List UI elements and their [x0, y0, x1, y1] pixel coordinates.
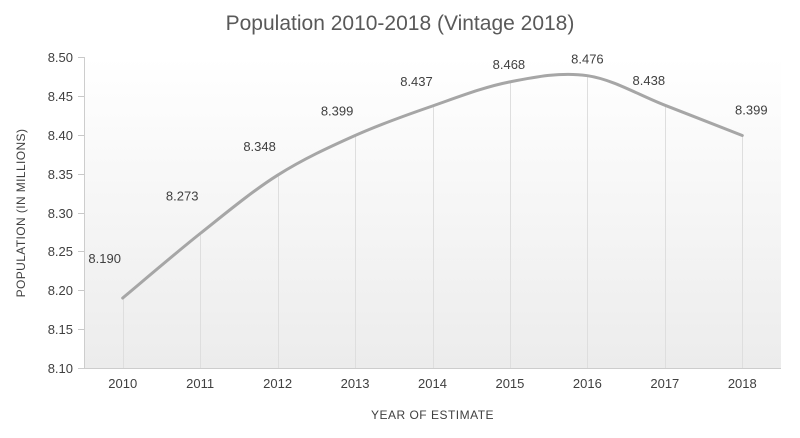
data-point-label: 8.438	[633, 73, 666, 88]
y-tick-label: 8.25	[48, 244, 73, 259]
y-tick-label: 8.15	[48, 322, 73, 337]
chart-title: Population 2010-2018 (Vintage 2018)	[225, 12, 575, 35]
y-tick-label: 8.10	[48, 361, 73, 376]
series-line	[121, 72, 744, 300]
y-tick-label: 8.40	[48, 128, 73, 143]
x-tick-label: 2016	[573, 376, 602, 391]
x-tick-label: 2013	[341, 376, 370, 391]
plot-area	[84, 57, 781, 368]
x-tick-label: 2012	[263, 376, 292, 391]
data-point-label: 8.190	[88, 251, 121, 266]
data-point-label: 8.399	[735, 103, 768, 118]
data-point-label: 8.468	[493, 57, 526, 72]
x-tick-label: 2014	[418, 376, 447, 391]
x-tick-label: 2017	[650, 376, 679, 391]
x-tick-label: 2018	[728, 376, 757, 391]
y-tick-label: 8.35	[48, 167, 73, 182]
x-axis-title: YEAR OF ESTIMATE	[370, 408, 495, 422]
y-tick-label: 8.50	[48, 50, 73, 65]
x-tick-label: 2011	[186, 376, 214, 391]
data-point-label: 8.348	[243, 139, 276, 154]
data-point-label: 8.273	[166, 189, 199, 204]
y-tick-label: 8.45	[48, 89, 73, 104]
x-tick-label: 2015	[495, 376, 524, 391]
data-point-label: 8.476	[571, 52, 604, 67]
data-point-label: 8.399	[321, 104, 354, 119]
x-tick-label: 2010	[108, 376, 137, 391]
y-tick-label: 8.30	[48, 206, 73, 221]
data-point-label: 8.437	[400, 74, 433, 89]
y-tick-label: 8.20	[48, 283, 73, 298]
